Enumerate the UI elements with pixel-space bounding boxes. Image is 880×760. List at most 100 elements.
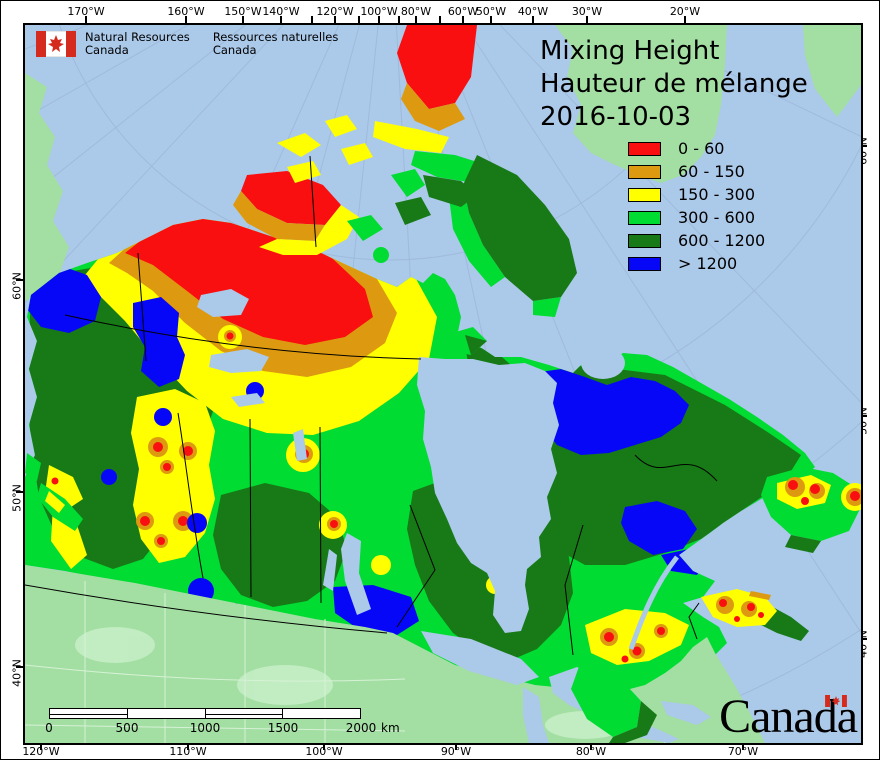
province-borders <box>25 155 718 656</box>
legend-swatch <box>628 256 661 271</box>
lon-label: 120°W <box>316 5 354 18</box>
axis-tick <box>280 16 282 23</box>
axis-tick <box>860 145 867 147</box>
title-date: 2016-10-03 <box>540 102 692 132</box>
lon-label: 80°W <box>400 5 432 18</box>
map-canvas: Natural Resources Canada Ressources natu… <box>23 23 863 745</box>
legend-swatch <box>628 187 661 202</box>
lon-label: 90°W <box>440 745 472 758</box>
lon-label: 60°W <box>447 5 479 18</box>
axis-tick <box>532 16 534 23</box>
axis-tick <box>85 16 87 23</box>
lon-label: 160°W <box>167 5 205 18</box>
lon-label: 20°W <box>669 5 701 18</box>
lat-label: 40°N <box>10 659 24 687</box>
axis-tick <box>323 743 325 750</box>
legend-row: 150 - 300 <box>628 183 765 206</box>
axis-tick <box>742 743 744 750</box>
lon-label: 120°W <box>22 745 60 758</box>
arctic-islands <box>233 25 577 355</box>
lon-label: 140°W <box>262 5 300 18</box>
axis-tick <box>455 743 457 750</box>
axis-tick <box>462 16 464 23</box>
axis-tick <box>684 16 686 23</box>
legend-swatch <box>628 141 661 156</box>
southern-ontario <box>571 661 657 743</box>
scale-bar: 0 500 1000 1500 2000 km <box>45 708 400 735</box>
legend-row: 0 - 60 <box>628 137 765 160</box>
lon-label: 50°W <box>475 5 507 18</box>
mixing-height-map <box>25 25 861 743</box>
legend-label: 150 - 300 <box>678 185 756 204</box>
zone-gt1200 <box>27 265 707 635</box>
scale-segment <box>50 709 128 718</box>
scale-labels: 0 500 1000 1500 2000 km <box>45 721 399 735</box>
axis-tick <box>860 638 867 640</box>
scale-segment <box>128 709 206 718</box>
map-title: Mixing Height Hauteur de mélange 2016-10… <box>540 35 808 134</box>
pacific-islands <box>25 453 83 531</box>
canada-wordmark: Canada <box>719 693 858 741</box>
axis-tick <box>185 16 187 23</box>
scale-tick-label: 2000 <box>345 721 377 735</box>
greenland-land <box>555 25 861 183</box>
axis-tick <box>40 743 42 750</box>
scale-tick-label: 0 <box>45 721 53 735</box>
lon-label: 150°W <box>224 5 262 18</box>
st-lawrence-river <box>628 555 679 650</box>
scale-segment <box>205 709 284 718</box>
lon-label: 100°W <box>360 5 398 18</box>
axis-tick <box>490 16 492 23</box>
axis-tick <box>16 666 23 668</box>
zone-0-60-core <box>125 219 373 345</box>
scale-bar-segments <box>49 708 361 719</box>
axis-tick <box>378 16 380 23</box>
axis-tick <box>398 16 400 23</box>
legend-label: 0 - 60 <box>678 139 725 158</box>
axis-tick <box>860 415 867 417</box>
legend-row: > 1200 <box>628 252 765 275</box>
legend: 0 - 60 60 - 150 150 - 300 300 - 600 600 … <box>628 137 765 275</box>
axis-tick <box>358 16 360 23</box>
legend-label: > 1200 <box>678 254 738 273</box>
legend-swatch <box>628 164 661 179</box>
lon-label: 70°W <box>727 745 759 758</box>
interior-lakes <box>197 289 625 633</box>
legend-label: 600 - 1200 <box>678 231 766 250</box>
legend-row: 60 - 150 <box>628 160 765 183</box>
axis-tick <box>187 743 189 750</box>
newfoundland-island <box>761 467 861 553</box>
lon-label: 80°W <box>575 745 607 758</box>
title-en: Mixing Height <box>540 36 720 66</box>
lon-label: 110°W <box>169 745 207 758</box>
lon-label: 100°W <box>305 745 343 758</box>
dept-name-en: Natural Resources Canada <box>85 30 190 57</box>
axis-tick <box>16 279 23 281</box>
scale-tick-label: 1500 <box>267 721 299 735</box>
legend-label: 300 - 600 <box>678 208 756 227</box>
legend-swatch <box>628 210 661 225</box>
scale-tick-label: 500 <box>115 721 139 735</box>
legend-row: 300 - 600 <box>628 206 765 229</box>
lon-label: 40°W <box>517 5 549 18</box>
axis-tick <box>439 16 441 23</box>
legend-row: 600 - 1200 <box>628 229 765 252</box>
scale-segment <box>283 709 360 718</box>
lon-label: 170°W <box>67 5 105 18</box>
title-fr: Hauteur de mélange <box>540 69 808 99</box>
canada-flag-icon <box>36 31 76 57</box>
dept-name-fr: Ressources naturelles Canada <box>212 30 339 57</box>
wordmark-flag-icon <box>825 695 847 707</box>
axis-tick <box>590 743 592 750</box>
scale-unit-label: km <box>381 721 400 735</box>
lat-label: 60°N <box>10 272 24 300</box>
axis-tick <box>334 16 336 23</box>
axis-tick <box>415 16 417 23</box>
axis-tick <box>16 491 23 493</box>
legend-swatch <box>628 233 661 248</box>
lat-label: 50°N <box>10 484 24 512</box>
axis-tick <box>311 16 313 23</box>
axis-tick <box>586 16 588 23</box>
maritimes <box>701 589 809 641</box>
